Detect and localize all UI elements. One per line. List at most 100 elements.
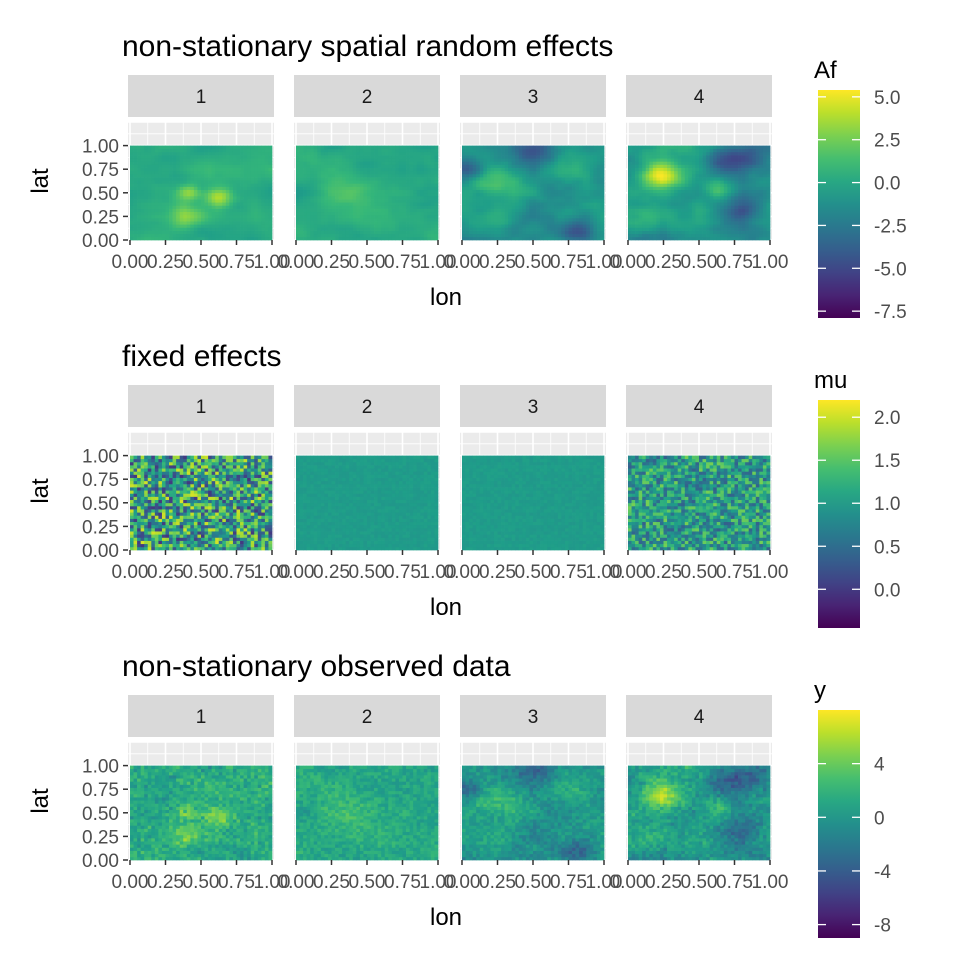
heatmap-tile [413,158,418,162]
heatmap-tile [497,167,502,172]
heatmap-tile [628,158,632,162]
heatmap-tile [303,164,307,168]
heatmap-tile [317,208,322,213]
heatmap-tile [409,183,414,187]
heatmap-tile [370,233,375,238]
heatmap-tile [218,192,223,197]
heatmap-tile [430,186,435,191]
heatmap-tile [759,148,764,153]
heatmap-tile [140,236,145,241]
heatmap-tile [483,183,488,187]
heatmap-tile [691,158,696,162]
heatmap-tile [730,214,735,219]
heatmap-tile [186,214,191,219]
heatmap-tile [501,177,505,181]
heatmap-tile [674,180,679,184]
heatmap-tile [335,236,339,241]
heatmap-tile [154,192,159,197]
heatmap-tile [236,205,241,209]
heatmap-tile [374,236,378,241]
heatmap-tile [201,155,205,159]
heatmap-tile [179,202,184,206]
heatmap-tile [420,180,425,184]
heatmap-tile [691,167,696,172]
heatmap-tile [554,202,559,206]
heatmap-tile [158,148,163,153]
heatmap-tile [713,161,718,165]
heatmap-tile [257,158,262,162]
heatmap-tile [508,224,513,228]
heatmap-tile [752,183,757,187]
heatmap-tile [536,186,541,191]
heatmap-tile [140,192,145,197]
heatmap-tile [575,151,580,156]
heatmap-tile [320,180,325,184]
heatmap-tile [204,214,209,219]
heatmap-tile [236,145,241,150]
heatmap-tile [356,199,361,203]
heatmap-tile [222,192,227,197]
heatmap-tile [628,155,632,159]
heatmap-tile [667,167,671,172]
heatmap-tile [652,164,657,168]
heatmap-tile [652,189,657,194]
heatmap-tile [338,167,343,172]
heatmap-tile [638,145,643,150]
heatmap-tile [317,233,322,238]
heatmap-tile [313,214,318,219]
heatmap-tile [367,189,371,194]
heatmap-tile [723,211,728,216]
heatmap-tile [762,230,767,235]
heatmap-tile [667,177,671,181]
heatmap-tile [501,167,505,172]
heatmap-tile [179,145,184,150]
heatmap-tile [522,224,527,228]
heatmap-tile [201,230,205,235]
heatmap-tile [575,208,580,213]
heatmap-tile [709,180,714,184]
heatmap-tile [734,202,739,206]
heatmap-tile [579,180,584,184]
heatmap-tile [727,205,732,209]
heatmap-tile [144,192,149,197]
heatmap-tile [303,202,307,206]
heatmap-tile [572,192,576,197]
heatmap-tile [204,236,209,241]
heatmap-tile [582,151,587,156]
heatmap-tile [525,183,530,187]
heatmap-tile [706,195,710,200]
heatmap-tile [504,233,509,238]
heatmap-tile [659,145,664,150]
heatmap-tile [356,236,361,241]
heatmap-tile [384,186,389,191]
heatmap-tile [229,145,234,150]
heatmap-tile [493,180,498,184]
heatmap-tile [306,145,311,150]
heatmap-tile [320,177,325,181]
heatmap-tile [486,199,491,203]
heatmap-tile [190,205,195,209]
heatmap-tile [165,161,170,165]
heatmap-tile [702,214,707,219]
heatmap-tile [515,202,520,206]
heatmap-tile [335,145,339,150]
heatmap-tile [427,167,432,172]
heatmap-tile [183,208,188,213]
heatmap-tile [631,145,636,150]
heatmap-tile [264,199,269,203]
heatmap-tile [299,211,304,216]
heatmap-tile [688,145,693,150]
heatmap-tile [533,236,537,241]
heatmap-tile [479,161,484,165]
heatmap-tile [508,211,513,216]
heatmap-tile [349,161,354,165]
heatmap-tile [550,199,555,203]
heatmap-tile [501,217,505,222]
heatmap-tile [222,217,227,222]
heatmap-tile [201,186,205,191]
heatmap-tile [501,221,505,225]
heatmap-tile [313,189,318,194]
heatmap-tile [575,158,580,162]
heatmap-tile [133,148,138,153]
heatmap-tile [497,189,502,194]
